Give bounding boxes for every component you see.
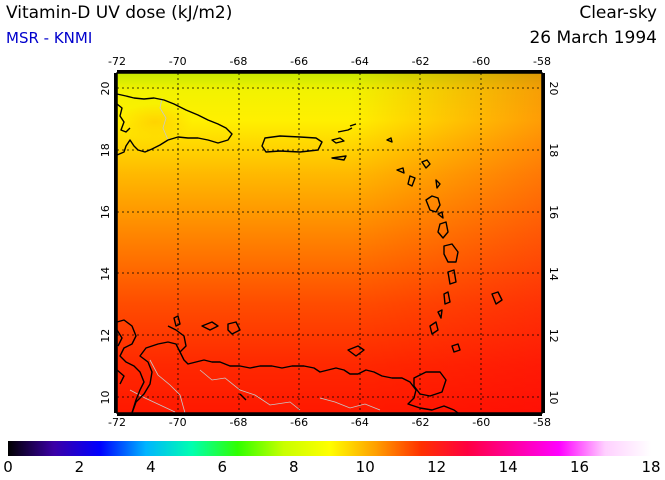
lon-tick-label-top: -64: [351, 55, 369, 68]
colorbar: [8, 441, 651, 456]
coast-south-american-mainland: [116, 319, 145, 414]
hispaniola-high-dose-area: [117, 104, 193, 140]
lon-tick-label-bottom: -70: [169, 416, 187, 429]
lon-tick-label-bottom: -62: [412, 416, 430, 429]
lon-tick-label-bottom: -68: [229, 416, 247, 429]
coast-hispaniola: [116, 93, 233, 156]
date-label: 26 March 1994: [529, 28, 657, 48]
lat-tick-label-left: 18: [99, 143, 112, 157]
source-label: MSR - KNMI: [6, 29, 93, 47]
coastlines: [116, 93, 503, 414]
lat-tick-label-right: 20: [547, 81, 560, 95]
lon-tick-label-top: -58: [533, 55, 551, 68]
country-borders: [129, 97, 381, 414]
coast-hispaniola-north: [116, 103, 131, 133]
frame-ticks: [114, 70, 545, 416]
lon-tick-label-bottom: -58: [533, 416, 551, 429]
lon-tick-label-bottom: -72: [108, 416, 126, 429]
lat-tick-label-left: 10: [99, 391, 112, 405]
lon-tick-label-bottom: -64: [351, 416, 369, 429]
map-title: Vitamin-D UV dose (kJ/m2): [6, 3, 233, 23]
lon-tick-label-top: -60: [472, 55, 490, 68]
lon-tick-label-top: -72: [108, 55, 126, 68]
longitude-ticks-bottom: -72 -70 -68 -66 -64 -62 -60 -58: [108, 416, 551, 429]
lat-tick-label-right: 10: [547, 391, 560, 405]
coast-abc-islands: [173, 315, 181, 327]
colorbar-tick-label: 16: [570, 458, 590, 476]
lon-tick-label-top: -70: [169, 55, 187, 68]
lat-tick-label-left: 16: [99, 205, 112, 219]
graticule: [117, 73, 542, 413]
lon-tick-label-bottom: -60: [472, 416, 490, 429]
lon-tick-label-top: -68: [229, 55, 247, 68]
colorbar-tick-label: 2: [74, 458, 85, 476]
lat-tick-label-right: 14: [547, 267, 560, 281]
lon-tick-label-bottom: -66: [290, 416, 308, 429]
lat-tick-label-right: 18: [547, 143, 560, 157]
colorbar-tick-label: 18: [641, 458, 661, 476]
colorbar-tick-label: 4: [146, 458, 156, 476]
colorbar-tick-label: 8: [288, 458, 299, 476]
lat-tick-label-left: 12: [99, 329, 112, 343]
coast-trinidad: [413, 371, 447, 397]
lat-tick-label-left: 20: [99, 81, 112, 95]
lon-tick-label-top: -62: [412, 55, 430, 68]
sky-mode-label: Clear-sky: [579, 3, 657, 23]
latitude-ticks-left: 10 12 14 16 18 20: [99, 81, 112, 404]
longitude-ticks-top: -72 -70 -68 -66 -64 -62 -60 -58: [108, 55, 551, 68]
lat-tick-label-right: 16: [547, 205, 560, 219]
lon-tick-label-top: -66: [290, 55, 308, 68]
lat-tick-label-right: 12: [547, 329, 560, 343]
colorbar-tick-label: 14: [498, 458, 518, 476]
coast-puerto-rico: [261, 135, 323, 153]
latitude-ticks-right: 10 12 14 16 18 20: [547, 81, 560, 404]
lat-tick-label-left: 14: [99, 267, 112, 281]
colorbar-tick-label: 6: [217, 458, 228, 476]
colorbar-tick-label: 0: [3, 458, 13, 476]
colorbar-tick-label: 10: [355, 458, 375, 476]
colorbar-tick-label: 12: [427, 458, 447, 476]
